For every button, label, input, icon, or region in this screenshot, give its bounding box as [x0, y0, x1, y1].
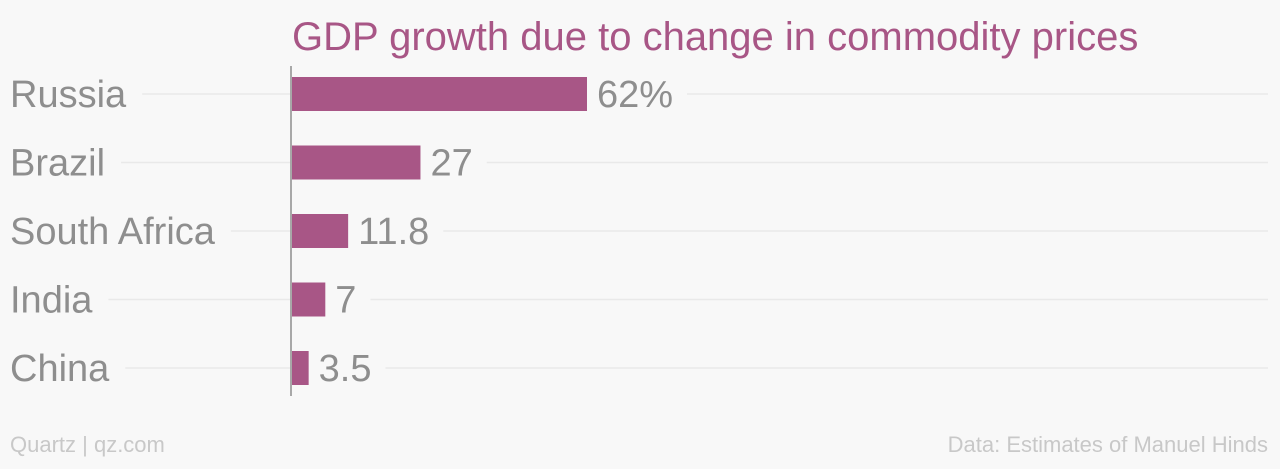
gridlines [108, 93, 1268, 369]
bar [292, 214, 349, 248]
chart-title: GDP growth due to change in commodity pr… [292, 15, 1138, 59]
category-label: China [10, 348, 110, 390]
source-brand: Quartz | qz.com [10, 432, 165, 457]
value-label: 27 [430, 143, 472, 185]
bar [292, 351, 309, 385]
value-label: 62% [597, 74, 673, 116]
value-label: 3.5 [319, 348, 372, 390]
value-label: 11.8 [358, 211, 429, 253]
category-label: India [10, 280, 93, 322]
data-credit: Data: Estimates of Manuel Hinds [947, 432, 1268, 457]
category-label: Russia [10, 74, 127, 116]
bars [292, 77, 587, 385]
bar [292, 145, 421, 180]
value-label: 7 [335, 280, 356, 322]
bar [292, 77, 587, 111]
category-label: Brazil [10, 143, 105, 185]
bar [292, 282, 326, 317]
category-label: South Africa [10, 211, 216, 253]
labels: Russia 62% Brazil 27 South Africa 11.8 India 7 C… [10, 74, 673, 390]
